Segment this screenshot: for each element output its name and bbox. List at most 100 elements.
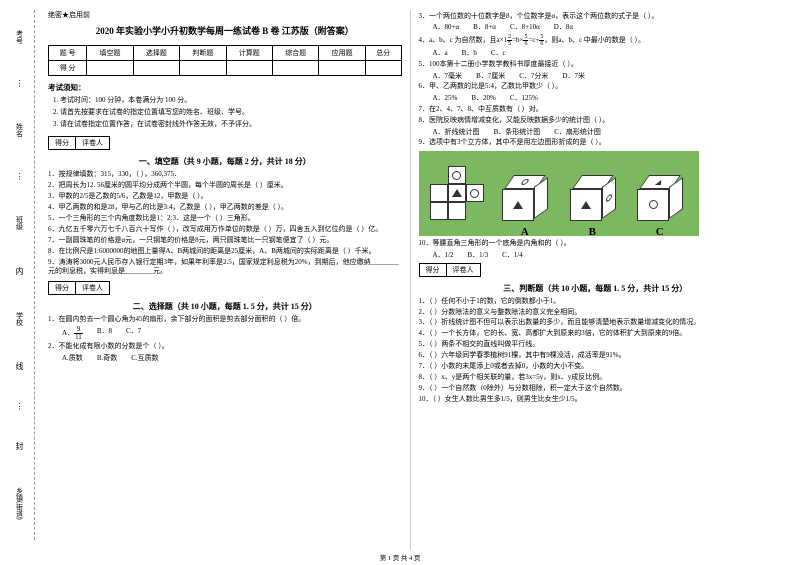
q2-7: 7．在2、4、7、8、中互质数有（ ）对。	[419, 105, 773, 114]
grader-name: 评卷人	[76, 282, 109, 294]
q2-8: 8．医院反映病情增减变化，又能反映数据多少的统计图（ ）。	[419, 116, 773, 125]
q1-5: 5．一个三角形的三个内角度数比是1：2:3．这是一个（ ）三角形。	[48, 214, 402, 223]
q3-5: 5．（ ）两条不相交的直线叫做平行线。	[419, 340, 773, 349]
td	[87, 61, 133, 76]
circle-icon	[452, 171, 461, 180]
opt-a: A．911	[62, 326, 83, 341]
exam-page: 绝密★启用前 2020 年实验小学小升初数学每周一练试卷 B 卷 江苏版（附答案…	[0, 0, 800, 565]
secrecy-note: 绝密★启用前	[48, 10, 402, 20]
cube-c: C	[632, 161, 687, 226]
q3-1: 1．（ ）任何不小于1的数，它的倒数都小于1。	[419, 297, 773, 306]
td: 得 分	[49, 61, 87, 76]
q3-10: 10．（ ）女生人数比男生多1/5，则男生比女生少1/5。	[419, 395, 773, 404]
q2-5-opts: A．7毫米 B．7厘米 C．7分米 D．7米	[433, 71, 773, 81]
td	[272, 61, 318, 76]
q3-2: 2．（ ）分数除法的意义与整数除法的意义完全相同。	[419, 308, 773, 317]
section1-title: 一、填空题（共 9 小题，每题 2 分，共计 18 分）	[48, 156, 402, 167]
triangle-icon	[513, 201, 523, 209]
notice-list: 考试时间：100 分钟，本卷满分为 100 分。 请首先按要求在试卷的指定位置填…	[60, 95, 402, 129]
notice-item: 请首先按要求在试卷的指定位置填写您的姓名、班级、学号。	[60, 107, 402, 117]
section2-title: 二、选择题（共 10 小题，每题 1. 5 分，共计 15 分）	[48, 301, 402, 312]
opt: B．7厘米	[476, 71, 505, 81]
opt: B．1/3	[468, 250, 489, 260]
th: 计算题	[226, 46, 272, 61]
grader-name: 评卷人	[76, 137, 109, 149]
q2-3-opts: A．80+α B．8+α C．8+10α D．8α	[433, 22, 773, 32]
opt: C．1/4	[502, 250, 523, 260]
cube-net	[430, 158, 485, 228]
th: 应用题	[319, 46, 365, 61]
opt: A．80+α	[433, 22, 460, 32]
opt-b: B．8	[97, 326, 112, 341]
margin-label-kaohao: 考号	[15, 25, 25, 49]
opt: A.质数	[62, 353, 83, 363]
cube-label-c: C	[656, 226, 664, 238]
q2-1: 1．在圆内剪去一个圆心角为45的扇形，余下部分的面积是剪去部分面积的（ ）倍。	[48, 315, 402, 324]
notice-item: 考试时间：100 分钟，本卷满分为 100 分。	[60, 95, 402, 105]
q3-6: 6．（ ）六年级同学春季植树91棵，其中有9棵没活，成活率是91%。	[419, 351, 773, 360]
grader-score: 得分	[420, 264, 447, 276]
grader-name: 评卷人	[447, 264, 480, 276]
q3-9: 9．（ ）一个自然数（0除外）与分数相除，积一定大于这个自然数。	[419, 384, 773, 393]
q2-6-opts: A．25% B．20% C．125%	[433, 93, 773, 103]
q1-3: 3．甲数的2/5是乙数的5/6，乙数是12，甲数是（ ）。	[48, 192, 402, 201]
section3-title: 三、判断题（共 10 小题，每题 1. 5 分，共计 15 分）	[419, 283, 773, 294]
score-table: 题 号 填空题 选择题 判断题 计算题 综合题 应用题 总分 得 分	[48, 45, 402, 76]
net-face	[448, 202, 466, 220]
opt: A．7毫米	[433, 71, 463, 81]
opt: C．125%	[510, 93, 538, 103]
q3-7: 7．（ ）小数的末尾添上0或者去掉0，小数的大小不变。	[419, 362, 773, 371]
notice-header: 考试须知：	[48, 82, 402, 93]
opt: A．a	[433, 48, 448, 58]
opt: B．条形统计图	[494, 127, 541, 137]
margin-label-school: 学校	[15, 307, 25, 331]
margin-nei: 内	[16, 266, 24, 277]
th: 综合题	[272, 46, 318, 61]
opt: D．7米	[562, 71, 585, 81]
margin-xian: 线	[16, 361, 24, 372]
th: 题 号	[49, 46, 87, 61]
q3-8: 8．（ ）x、y是两个相关联的量，若3x=5y，则x、y成反比例。	[419, 373, 773, 382]
left-column: 绝密★启用前 2020 年实验小学小升初数学每周一练试卷 B 卷 江苏版（附答案…	[40, 10, 411, 550]
margin-label-town: 乡镇(街道)	[15, 482, 25, 525]
th: 填空题	[87, 46, 133, 61]
opt: A．折线统计图	[433, 127, 480, 137]
q1-2: 2．把周长为12. 56厘米的圆平均分成两个半圆，每个半圆的周长是（ ）厘米。	[48, 181, 402, 190]
q3-3: 3．（ ）折线统计图不但可以表示出数量的多少，而且能够清楚地表示数量增减变化的情…	[419, 318, 773, 327]
circle-icon	[470, 189, 479, 198]
grader-score: 得分	[49, 137, 76, 149]
circle-icon	[649, 200, 658, 209]
q1-1: 1．按规律填数：315，330，（ ），360,375．	[48, 170, 402, 179]
td	[365, 61, 401, 76]
q1-8: 8．在比例尺是1:6000000的地图上量得A、B两城间的距离是25厘米，A、B…	[48, 247, 402, 256]
cube-b: B	[565, 161, 620, 226]
opt: C．8+10α	[510, 22, 540, 32]
q1-9: 9．涛涛将3000元人民币存入银行定期3年，如果年利率是2.5，国家规定利息税为…	[48, 258, 402, 277]
td	[226, 61, 272, 76]
q2-5: 5．100本第十二册小学数学教科书厚度最接近（ ）。	[419, 60, 773, 69]
table-row: 得 分	[49, 61, 402, 76]
margin-feng: 封	[16, 441, 24, 452]
opt: C．7分米	[519, 71, 548, 81]
opt: B．8+α	[473, 22, 496, 32]
net-face	[430, 184, 448, 202]
q2-10: 10．等腰直角三角形的一个底角是内角和的（ ）。	[419, 239, 773, 248]
q2-2: 2．不能化成有限小数的分数是个（ ）。	[48, 342, 402, 351]
margin-label-name: 姓名	[15, 118, 25, 142]
q2-3: 3．一个两位数的十位数字是8，个位数字是α，表示这个两位数的式子是（ ）。	[419, 12, 773, 21]
opt: C．扇形统计图	[554, 127, 601, 137]
margin-dots: ⋮	[16, 172, 24, 181]
opt: A．1/2	[433, 250, 454, 260]
margin-label-class: 班级	[15, 211, 25, 235]
q1-7: 7．一副圆珠笔的价格是α元，一只钢笔的价格是8元，两只圆珠笔比一只钢笔便宜了（ …	[48, 236, 402, 245]
triangle-icon	[452, 189, 462, 197]
net-face	[430, 202, 448, 220]
opt: C．c	[491, 48, 506, 58]
grader-score: 得分	[49, 282, 76, 294]
grader-box: 得分 评卷人	[48, 136, 110, 150]
opt: C.互质数	[131, 353, 158, 363]
q2-9: 9．选项中有3个立方体，其中不是用左边图形折成的是（ ）。	[419, 138, 773, 147]
q1-6: 6．九亿五千零六万七千八百六十写作（ ），改写成用万作单位的数是（ ）万，四舍五…	[48, 225, 402, 234]
td	[133, 61, 179, 76]
triangle-icon	[581, 201, 591, 209]
